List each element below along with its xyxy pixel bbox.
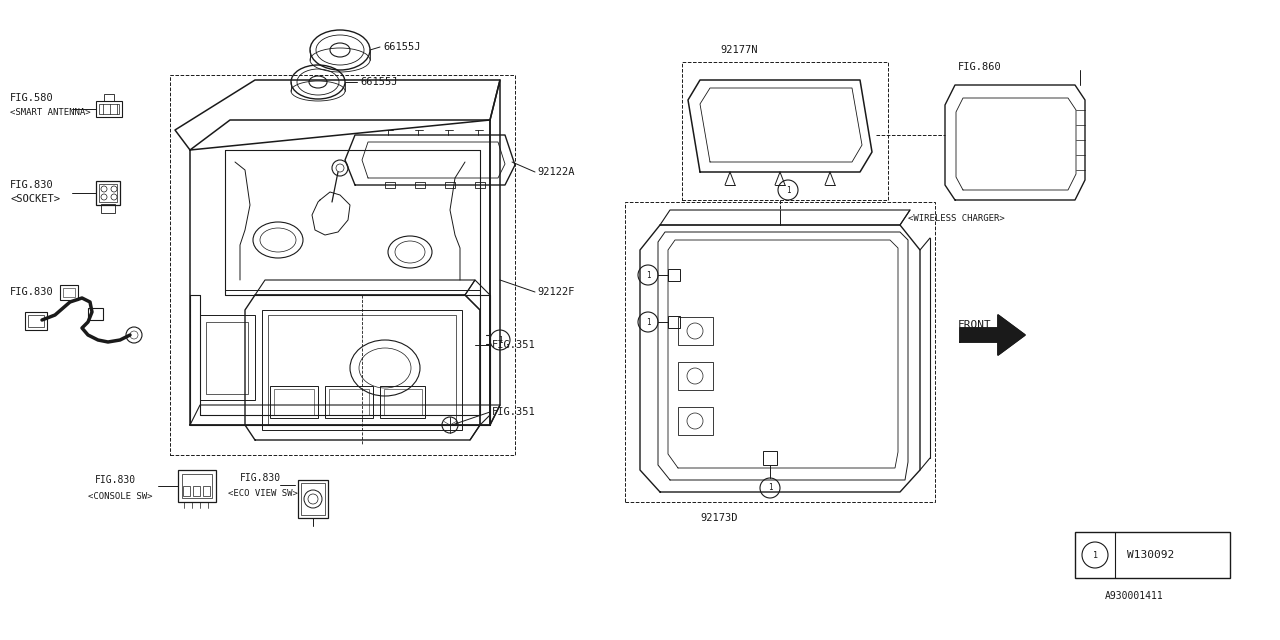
Bar: [200, 315, 255, 400]
Bar: [270, 386, 317, 418]
Text: FIG.860: FIG.860: [957, 62, 1002, 72]
Text: FIG.830: FIG.830: [10, 287, 54, 297]
Bar: [183, 486, 189, 496]
Bar: [625, 202, 934, 502]
Bar: [26, 312, 47, 330]
Text: 1: 1: [786, 186, 790, 195]
Bar: [678, 317, 713, 345]
Bar: [385, 182, 396, 188]
Bar: [99, 184, 116, 202]
Bar: [678, 407, 713, 435]
Text: FRONT: FRONT: [957, 320, 992, 330]
Bar: [475, 182, 485, 188]
Text: FIG.351: FIG.351: [492, 340, 536, 350]
Text: 1: 1: [645, 271, 650, 280]
Bar: [99, 104, 119, 114]
Bar: [301, 483, 325, 515]
Bar: [380, 386, 425, 418]
Bar: [384, 389, 422, 415]
Text: A930001411: A930001411: [1105, 591, 1164, 601]
Bar: [28, 315, 44, 327]
Text: 1: 1: [645, 317, 650, 326]
Bar: [1075, 532, 1230, 578]
Bar: [170, 75, 515, 455]
Text: 66155J: 66155J: [383, 42, 421, 52]
Bar: [763, 451, 777, 465]
Text: <CONSOLE SW>: <CONSOLE SW>: [88, 492, 152, 500]
Text: 92122F: 92122F: [538, 287, 575, 297]
Text: 66155J: 66155J: [360, 77, 398, 87]
Text: W130092: W130092: [1126, 550, 1174, 560]
Bar: [193, 486, 200, 496]
Bar: [60, 285, 78, 300]
Bar: [204, 486, 210, 496]
Text: 92177N: 92177N: [721, 45, 758, 55]
Text: <ECO VIEW SW>: <ECO VIEW SW>: [228, 488, 298, 497]
Bar: [668, 316, 680, 328]
Bar: [298, 480, 328, 518]
Text: FIG.830: FIG.830: [10, 180, 54, 190]
Text: <SMART ANTENNA>: <SMART ANTENNA>: [10, 108, 91, 116]
Bar: [206, 322, 248, 394]
Text: 1: 1: [768, 483, 772, 493]
Bar: [88, 308, 102, 320]
Text: <WIRELESS CHARGER>: <WIRELESS CHARGER>: [908, 214, 1005, 223]
Bar: [274, 389, 314, 415]
Text: FIG.351: FIG.351: [492, 407, 536, 417]
Bar: [96, 101, 122, 117]
Bar: [678, 362, 713, 390]
Bar: [682, 62, 888, 200]
Text: 1: 1: [498, 335, 502, 344]
Bar: [268, 315, 456, 425]
Text: 92122A: 92122A: [538, 167, 575, 177]
Text: 1: 1: [1093, 550, 1097, 559]
Bar: [104, 94, 114, 101]
Bar: [329, 389, 369, 415]
Bar: [325, 386, 372, 418]
Bar: [415, 182, 425, 188]
Text: FIG.580: FIG.580: [10, 93, 54, 103]
Bar: [182, 474, 212, 498]
Bar: [262, 310, 462, 430]
Bar: [668, 269, 680, 281]
Text: FIG.830: FIG.830: [95, 475, 136, 485]
Bar: [63, 288, 76, 297]
Bar: [101, 204, 115, 213]
Bar: [96, 181, 120, 205]
Bar: [178, 470, 216, 502]
Bar: [445, 182, 454, 188]
Polygon shape: [960, 315, 1025, 355]
Text: <SOCKET>: <SOCKET>: [10, 194, 60, 204]
Text: FIG.830: FIG.830: [241, 473, 282, 483]
Text: 92173D: 92173D: [700, 513, 737, 523]
